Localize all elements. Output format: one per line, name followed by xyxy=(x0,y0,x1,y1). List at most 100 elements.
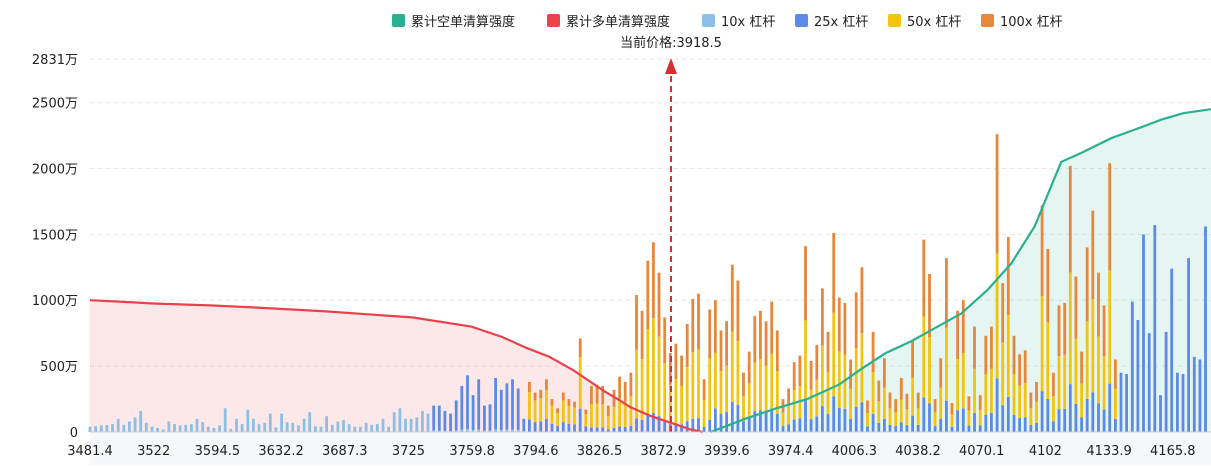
x-tick-label: 3632.2 xyxy=(258,444,304,459)
bar-lev50 xyxy=(1074,338,1078,404)
bar-lev100 xyxy=(606,405,610,417)
bar-lev25 xyxy=(511,379,514,430)
bar-lev10 xyxy=(167,421,171,432)
x-tick-label: 4006.3 xyxy=(832,444,878,459)
bar-lev50 xyxy=(787,405,790,425)
bar-lev100 xyxy=(747,351,751,384)
x-tick-label: 3974.4 xyxy=(768,444,814,459)
bar-lev25 xyxy=(505,383,509,430)
bar-lev25 xyxy=(635,418,638,432)
bar-lev100 xyxy=(753,316,757,363)
bar-lev100 xyxy=(866,400,869,413)
bar-lev50 xyxy=(1035,402,1038,423)
bar-lev25 xyxy=(454,400,458,431)
bar-lev10 xyxy=(409,418,413,432)
bar-lev10 xyxy=(392,412,396,432)
bar-lev50 xyxy=(961,352,965,409)
bar-lev25 xyxy=(905,425,909,432)
bar-lev25 xyxy=(973,413,976,432)
bar-lev100 xyxy=(590,385,593,405)
bar-lev50 xyxy=(635,349,638,419)
bar-lev100 xyxy=(1108,163,1112,271)
bar-lev50 xyxy=(674,379,678,424)
bar-lev50 xyxy=(595,403,599,428)
bar-lev50 xyxy=(747,383,751,418)
bar-lev25 xyxy=(950,426,954,432)
x-tick-label: 3481.4 xyxy=(67,444,113,459)
bar-lev25 xyxy=(1114,419,1117,432)
bar-lev100 xyxy=(843,302,847,355)
bar-lev25 xyxy=(449,413,452,432)
bar-lev50 xyxy=(871,371,875,414)
bar-lev10 xyxy=(156,428,159,432)
bar-lev100 xyxy=(883,358,886,388)
bar-lev25 xyxy=(674,423,678,432)
bar-lev25 xyxy=(815,416,819,432)
bar-lev25 xyxy=(606,429,610,432)
bar-lev100 xyxy=(894,399,898,413)
bar-lev10 xyxy=(257,424,261,432)
bar-lev100 xyxy=(708,309,712,359)
bar-lev50 xyxy=(995,253,999,379)
bar-lev50 xyxy=(663,363,667,421)
bar-lev10 xyxy=(488,430,492,432)
bar-lev25 xyxy=(584,426,588,432)
bar-lev50 xyxy=(821,345,824,407)
bar-lev10 xyxy=(133,417,137,432)
bar-lev100 xyxy=(837,297,841,352)
bar-lev10 xyxy=(443,430,447,432)
bar-lev10 xyxy=(426,413,430,432)
bar-lev25 xyxy=(798,418,802,432)
bar-lev25 xyxy=(528,419,531,432)
bar-lev25 xyxy=(488,404,492,431)
x-axis-band xyxy=(90,433,1211,465)
bar-lev25 xyxy=(1057,409,1061,432)
bar-lev100 xyxy=(567,399,571,406)
bar-lev25 xyxy=(1147,333,1151,432)
bar-lev100 xyxy=(821,288,824,346)
bar-lev100 xyxy=(922,239,926,317)
bar-lev100 xyxy=(1006,237,1010,315)
bar-lev25 xyxy=(775,413,779,432)
bar-lev10 xyxy=(330,424,334,432)
bar-lev25 xyxy=(883,418,886,432)
bar-lev100 xyxy=(652,242,655,319)
bar-lev10 xyxy=(404,418,407,432)
bar-lev50 xyxy=(550,405,554,424)
bar-lev25 xyxy=(984,414,988,432)
bar-lev50 xyxy=(854,348,858,407)
bar-lev50 xyxy=(905,409,909,426)
bar-lev50 xyxy=(1040,296,1044,392)
bar-lev10 xyxy=(285,422,289,432)
bar-lev25 xyxy=(466,375,469,430)
bar-lev100 xyxy=(950,403,954,415)
bar-lev10 xyxy=(99,425,103,432)
bar-lev10 xyxy=(246,409,250,432)
bar-lev100 xyxy=(798,355,802,387)
bar-lev25 xyxy=(995,378,999,432)
bar-lev25 xyxy=(764,412,768,432)
legend-swatch-lev25 xyxy=(795,14,808,27)
bar-lev10 xyxy=(116,418,120,432)
bar-lev50 xyxy=(668,384,672,425)
x-tick-label: 4165.8 xyxy=(1150,444,1196,459)
bar-lev25 xyxy=(550,423,554,432)
bar-lev50 xyxy=(652,318,655,414)
bar-lev25 xyxy=(663,420,667,432)
bar-lev100 xyxy=(719,330,723,372)
legend-swatch-lev50 xyxy=(888,14,901,27)
bar-lev25 xyxy=(437,405,441,431)
bar-lev25 xyxy=(1052,421,1055,432)
bar-lev100 xyxy=(826,331,830,372)
bar-lev25 xyxy=(494,378,497,430)
bar-lev25 xyxy=(1080,417,1083,432)
bar-lev100 xyxy=(990,326,993,369)
bar-lev50 xyxy=(1052,396,1055,422)
bar-lev25 xyxy=(1018,418,1021,432)
bar-lev10 xyxy=(437,430,441,432)
bar-lev25 xyxy=(612,427,616,432)
bar-lev25 xyxy=(1159,395,1162,432)
bar-lev10 xyxy=(499,429,503,432)
bar-lev100 xyxy=(584,409,588,415)
x-tick-label: 4133.9 xyxy=(1086,444,1132,459)
